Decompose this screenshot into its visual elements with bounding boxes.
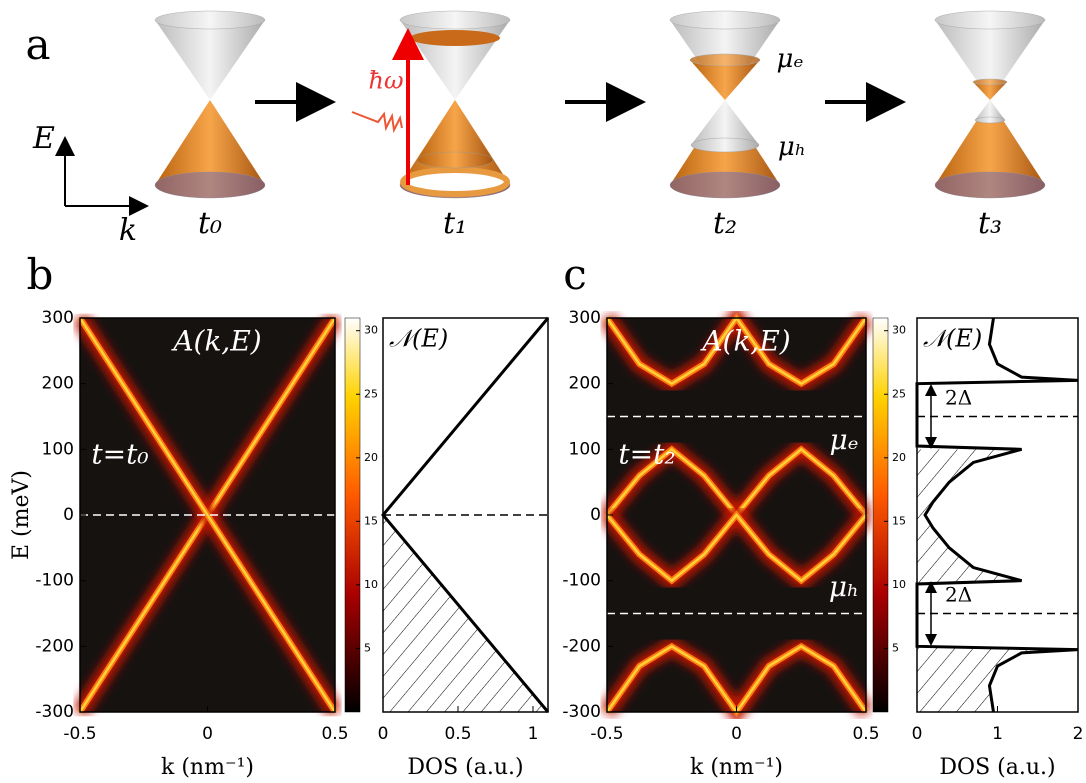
cone-rim <box>974 116 1006 124</box>
y-tick-label: -300 <box>562 702 601 722</box>
x-tick-label: 1 <box>528 724 539 744</box>
y-tick-label: 300 <box>569 308 601 328</box>
y-tick-label: -100 <box>562 571 601 591</box>
label: ħω <box>368 67 403 95</box>
cone-rim <box>972 78 1008 86</box>
y-tick-label: -300 <box>35 702 74 722</box>
hole-ring <box>400 167 510 197</box>
x-tick-label: 2 <box>1073 724 1084 744</box>
colorbar-tick-label: 5 <box>892 641 899 654</box>
cone <box>690 60 760 100</box>
label: t=t₀ <box>91 437 148 470</box>
excited-ring <box>410 30 500 46</box>
label: b <box>27 250 54 299</box>
band-core <box>606 513 867 583</box>
x-tick-label: -0.5 <box>590 724 623 744</box>
label: t=t₂ <box>618 437 675 470</box>
x-tick-label: 0 <box>202 724 213 744</box>
cone-base <box>935 172 1045 198</box>
colorbar-tick-label: 25 <box>892 387 906 400</box>
colorbar-tick-label: 15 <box>364 514 378 527</box>
cone-rim <box>669 10 781 30</box>
colorbar <box>344 317 361 713</box>
cone-base <box>670 172 780 198</box>
cone-rim <box>934 10 1046 30</box>
label: μₕ <box>829 570 859 603</box>
label: DOS (a.u.) <box>939 755 1055 780</box>
plot-frame <box>382 317 549 713</box>
label: a <box>25 20 50 69</box>
label: E <box>32 121 55 156</box>
y-tick-label: -200 <box>35 636 74 656</box>
y-tick-label: -100 <box>35 571 74 591</box>
label: DOS (a.u.) <box>407 755 523 780</box>
cone-base <box>155 172 265 198</box>
y-tick-label: 200 <box>42 374 74 394</box>
x-tick-label: 0.5 <box>852 724 879 744</box>
x-tick-label: -0.5 <box>63 724 96 744</box>
colorbar-tick-label: 20 <box>892 451 906 464</box>
x-tick-label: 0 <box>378 724 389 744</box>
x-tick-label: 1 <box>992 724 1003 744</box>
panel-a <box>55 82 906 216</box>
y-tick-label: 0 <box>590 505 601 525</box>
label: μₑ <box>777 44 804 74</box>
band-core <box>78 317 337 713</box>
label: t₀ <box>198 206 222 241</box>
y-tick-label: -200 <box>562 636 601 656</box>
x-tick-label: 0.5 <box>321 724 348 744</box>
colorbar-tick-label: 30 <box>892 324 906 337</box>
colorbar-tick-label: 25 <box>364 387 378 400</box>
y-tick-label: 0 <box>63 505 74 525</box>
y-tick-label: 300 <box>42 308 74 328</box>
dos-title: 𝒩(E) <box>923 325 982 353</box>
x-tick-label: 0.5 <box>444 724 471 744</box>
label: A(k,E) <box>699 325 790 358</box>
cone-rim <box>690 137 760 153</box>
y-axis-label: E (meV) <box>9 470 34 560</box>
cone <box>935 20 1045 100</box>
y-tick-label: 200 <box>569 374 601 394</box>
cone-rim <box>399 10 511 30</box>
y-tick-label: 100 <box>42 439 74 459</box>
label: k (nm⁻¹) <box>161 755 254 780</box>
cone-rim <box>154 10 266 30</box>
label: c <box>563 250 587 299</box>
dos-curve <box>915 317 1079 713</box>
colorbar-tick-label: 15 <box>892 514 906 527</box>
cone-rim <box>416 151 494 169</box>
label: k (nm⁻¹) <box>690 755 783 780</box>
label: t₁ <box>443 206 467 241</box>
dos-title: 𝒩(E) <box>389 325 448 353</box>
colorbar-tick-label: 10 <box>892 578 906 591</box>
colorbar-tick-label: 20 <box>364 451 378 464</box>
cone <box>155 20 265 100</box>
label: A(k,E) <box>170 325 261 358</box>
cone-rim <box>689 53 761 67</box>
x-tick-label: 0 <box>731 724 742 744</box>
gap-label: 2Δ <box>945 583 972 607</box>
cone <box>973 82 1007 100</box>
label: μₕ <box>778 132 806 162</box>
gap-label: 2Δ <box>945 386 972 410</box>
photon <box>351 111 403 134</box>
label: t₃ <box>978 206 1002 241</box>
colorbar-tick-label: 5 <box>364 641 371 654</box>
colorbar <box>872 317 889 713</box>
colorbar-tick-label: 30 <box>364 324 378 337</box>
label: μₑ <box>829 423 858 456</box>
label: k <box>119 213 137 248</box>
colorbar-tick-label: 10 <box>364 578 378 591</box>
cone <box>417 100 493 168</box>
label: t₂ <box>713 206 737 241</box>
x-tick-label: 0 <box>912 724 923 744</box>
y-tick-label: 100 <box>569 439 601 459</box>
